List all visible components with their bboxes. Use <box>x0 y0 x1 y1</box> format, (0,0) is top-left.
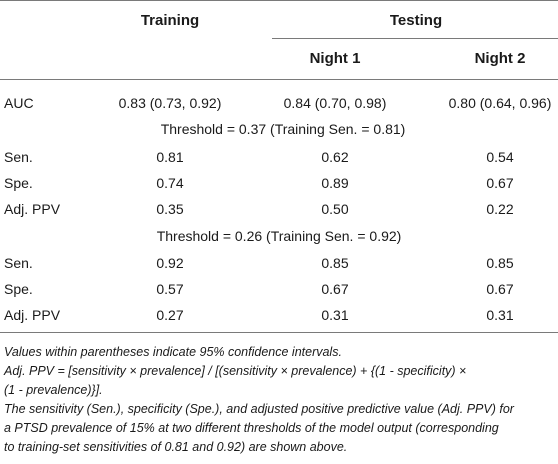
cell-t1-spe-training: 0.74 <box>156 175 184 191</box>
header-night-1: Night 1 <box>309 50 361 67</box>
cell-t2-ppv-night2: 0.31 <box>486 307 514 323</box>
row-label-sen: Sen. <box>4 149 33 165</box>
row-label-adj-ppv: Adj. PPV <box>4 307 61 323</box>
cell-t2-ppv-night1: 0.31 <box>321 307 349 323</box>
header-night-2: Night 2 <box>474 50 526 67</box>
row-label-auc: AUC <box>4 95 34 111</box>
cell-t1-spe-night2: 0.67 <box>486 175 514 191</box>
cell-auc-night2: 0.80 (0.64, 0.96) <box>448 95 552 111</box>
cell-t1-sen-night2: 0.54 <box>486 149 514 165</box>
header-training: Training <box>140 12 200 29</box>
cell-auc-night1: 0.84 (0.70, 0.98) <box>283 95 387 111</box>
table-bottom-rule <box>0 332 558 333</box>
cell-auc-training: 0.83 (0.73, 0.92) <box>118 95 222 111</box>
row-label-spe: Spe. <box>4 281 33 297</box>
cell-t2-sen-night2: 0.85 <box>486 255 514 271</box>
threshold-1-heading: Threshold = 0.37 (Training Sen. = 0.81) <box>160 121 406 137</box>
header-testing: Testing <box>389 12 443 29</box>
cell-t1-sen-night1: 0.62 <box>321 149 349 165</box>
header-bottom-rule <box>0 79 558 80</box>
testing-underline <box>272 38 558 39</box>
row-label-adj-ppv: Adj. PPV <box>4 201 61 217</box>
footnote-description-line-3: to training-set sensitivities of 0.81 an… <box>4 440 348 454</box>
footnote-adj-ppv-line-1: Adj. PPV = [sensitivity × prevalence] / … <box>4 364 467 378</box>
footnote-description-line-1: The sensitivity (Sen.), specificity (Spe… <box>4 402 514 416</box>
cell-t2-spe-night2: 0.67 <box>486 281 514 297</box>
cell-t1-ppv-night2: 0.22 <box>486 201 514 217</box>
table-top-rule <box>0 0 558 1</box>
cell-t1-ppv-night1: 0.50 <box>321 201 349 217</box>
footnote-description-line-2: a PTSD prevalence of 15% at two differen… <box>4 421 499 435</box>
cell-t1-sen-training: 0.81 <box>156 149 184 165</box>
row-label-sen: Sen. <box>4 255 33 271</box>
cell-t2-spe-night1: 0.67 <box>321 281 349 297</box>
footnote-confidence-intervals: Values within parentheses indicate 95% c… <box>4 345 342 359</box>
row-label-spe: Spe. <box>4 175 33 191</box>
cell-t2-spe-training: 0.57 <box>156 281 184 297</box>
cell-t1-ppv-training: 0.35 <box>156 201 184 217</box>
footnote-adj-ppv-line-2: (1 - prevalence)}]. <box>4 383 103 397</box>
threshold-2-heading: Threshold = 0.26 (Training Sen. = 0.92) <box>156 228 402 244</box>
cell-t2-sen-night1: 0.85 <box>321 255 349 271</box>
cell-t2-ppv-training: 0.27 <box>156 307 184 323</box>
cell-t1-spe-night1: 0.89 <box>321 175 349 191</box>
cell-t2-sen-training: 0.92 <box>156 255 184 271</box>
